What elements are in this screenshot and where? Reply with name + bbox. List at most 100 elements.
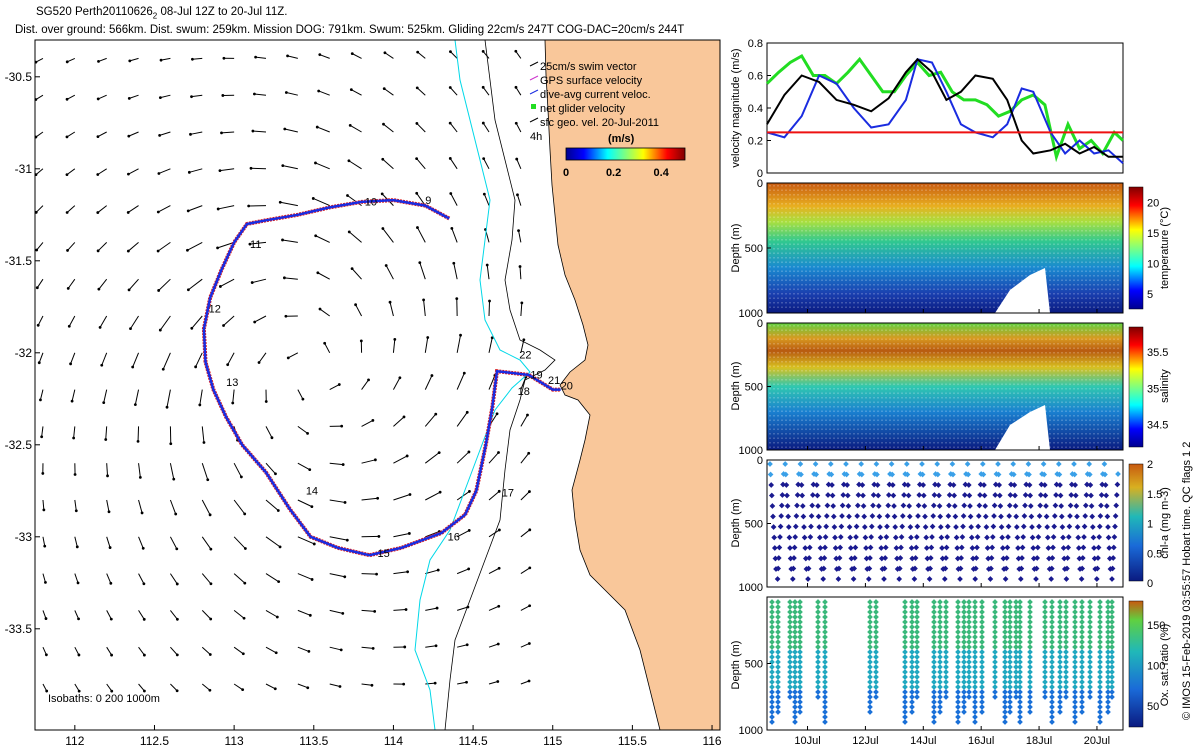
oxygen-point — [1087, 624, 1093, 630]
salinity-ylabel: Depth (m) — [730, 362, 742, 411]
chlorophyll-point — [959, 534, 966, 540]
oxygen-point — [1097, 664, 1103, 670]
velocity-arrow-head — [278, 545, 282, 549]
chlorophyll-point — [1028, 513, 1035, 520]
chlorophyll-point — [867, 544, 874, 551]
chlorophyll-point — [1012, 492, 1018, 499]
oxygen-point — [797, 629, 803, 635]
chlorophyll-point — [947, 481, 954, 488]
velocity-arrow — [385, 265, 394, 280]
oxygen-point — [775, 624, 781, 630]
velocity-arrow-head — [241, 652, 245, 656]
velocity-arrow — [106, 463, 109, 476]
velocity-arrow-head — [219, 285, 222, 288]
velocity-arrow — [297, 499, 313, 508]
oxygen-point — [979, 654, 985, 660]
chlorophyll-point — [870, 502, 876, 509]
velocity-arrow-head — [436, 568, 440, 572]
chlorophyll-point — [816, 524, 823, 530]
velocity-arrow — [201, 646, 211, 655]
chlorophyll-point — [837, 544, 844, 551]
chlorophyll-point — [1091, 545, 1097, 551]
velocity-arrow-head — [398, 376, 402, 380]
oxygen-point — [1057, 649, 1063, 655]
velocity-arrow-head — [286, 54, 289, 58]
oxygen-point — [1017, 634, 1023, 640]
oxygen-point — [961, 709, 967, 715]
oxygen-point — [787, 619, 793, 625]
oxygen-point — [937, 644, 943, 650]
velocity-arrow-head — [349, 88, 353, 92]
oxygen-point — [902, 674, 908, 680]
oxygen-point — [955, 649, 961, 655]
oxygen-point — [1013, 689, 1019, 695]
oxygen-point — [873, 684, 879, 690]
oxygen-point — [867, 649, 873, 655]
chlorophyll-point — [953, 534, 960, 541]
velocity-arrow-head — [75, 545, 79, 549]
chlorophyll-point — [792, 523, 799, 530]
oxygen-point — [787, 659, 793, 665]
chlorophyll-point — [961, 502, 968, 509]
chlorophyll-point — [850, 576, 857, 582]
velocity-arrow — [456, 372, 465, 390]
velocity-arrow — [98, 57, 107, 62]
oxygen-point — [937, 639, 943, 645]
velocity-arrow-head — [343, 575, 347, 579]
velocity-arrow-head — [415, 157, 419, 160]
oxygen-point — [943, 624, 949, 630]
oxygen-point — [822, 654, 828, 660]
oxygen-point — [955, 614, 961, 620]
oxygen-point — [1097, 654, 1103, 660]
chlorophyll-point — [992, 492, 999, 498]
oxygen-point — [815, 684, 821, 690]
oxygen-point — [1017, 714, 1023, 720]
oxygen-point — [979, 669, 985, 675]
oxygen-point — [1042, 614, 1048, 620]
oxygen-point — [1002, 614, 1008, 620]
oxygen-point — [1007, 639, 1013, 645]
chlorophyll-point — [920, 482, 927, 488]
oxygen-point — [1017, 719, 1023, 725]
velocity-arrow-head — [270, 436, 274, 440]
oxygen-point — [1109, 624, 1115, 630]
colorbar-tick-label: 1 — [1147, 519, 1153, 531]
velocity-arrow — [297, 646, 310, 652]
oxygen-point — [1057, 699, 1063, 705]
oxygen-point — [966, 649, 972, 655]
oxygen-point — [792, 664, 798, 670]
chlorophyll-point — [822, 544, 828, 551]
oxygen-point — [966, 679, 972, 685]
chlorophyll-points — [767, 461, 1121, 582]
oxygen-point — [867, 644, 873, 650]
chlorophyll-point — [1090, 534, 1097, 541]
oxygen-point — [937, 704, 943, 710]
velocity-arrow — [297, 389, 304, 400]
date-xtick-label: 18Jul — [1026, 735, 1052, 747]
chlorophyll-point — [801, 534, 808, 541]
oxygen-point — [966, 664, 972, 670]
oxygen-point — [1002, 649, 1008, 655]
velocity-arrow — [483, 193, 490, 206]
oxygen-point — [1002, 684, 1008, 690]
oxygen-point — [979, 694, 985, 700]
colorbar-tick-label: 35.5 — [1147, 347, 1168, 359]
velocity-arrow — [138, 683, 145, 692]
velocity-arrow-head — [370, 683, 374, 687]
velocity-arrow-head — [165, 405, 169, 409]
oxygen-point — [1097, 694, 1103, 700]
oxygen-point — [797, 694, 803, 700]
map-xtick-label: 112.5 — [140, 734, 169, 748]
chlorophyll-point — [1113, 492, 1120, 498]
velocity-arrow-head — [157, 289, 161, 292]
velocity-arrow-head — [98, 325, 102, 329]
velocity-arrow-head — [381, 227, 385, 230]
salinity-nodata — [995, 405, 1050, 450]
chlorophyll-point — [871, 481, 878, 488]
day-label: 13 — [226, 377, 238, 389]
chlorophyll-point — [878, 555, 885, 562]
oxygen-point — [1105, 709, 1111, 715]
oxygen-point — [1057, 644, 1063, 650]
speed-colorbar — [565, 147, 686, 161]
velocity-arrow — [361, 459, 376, 464]
